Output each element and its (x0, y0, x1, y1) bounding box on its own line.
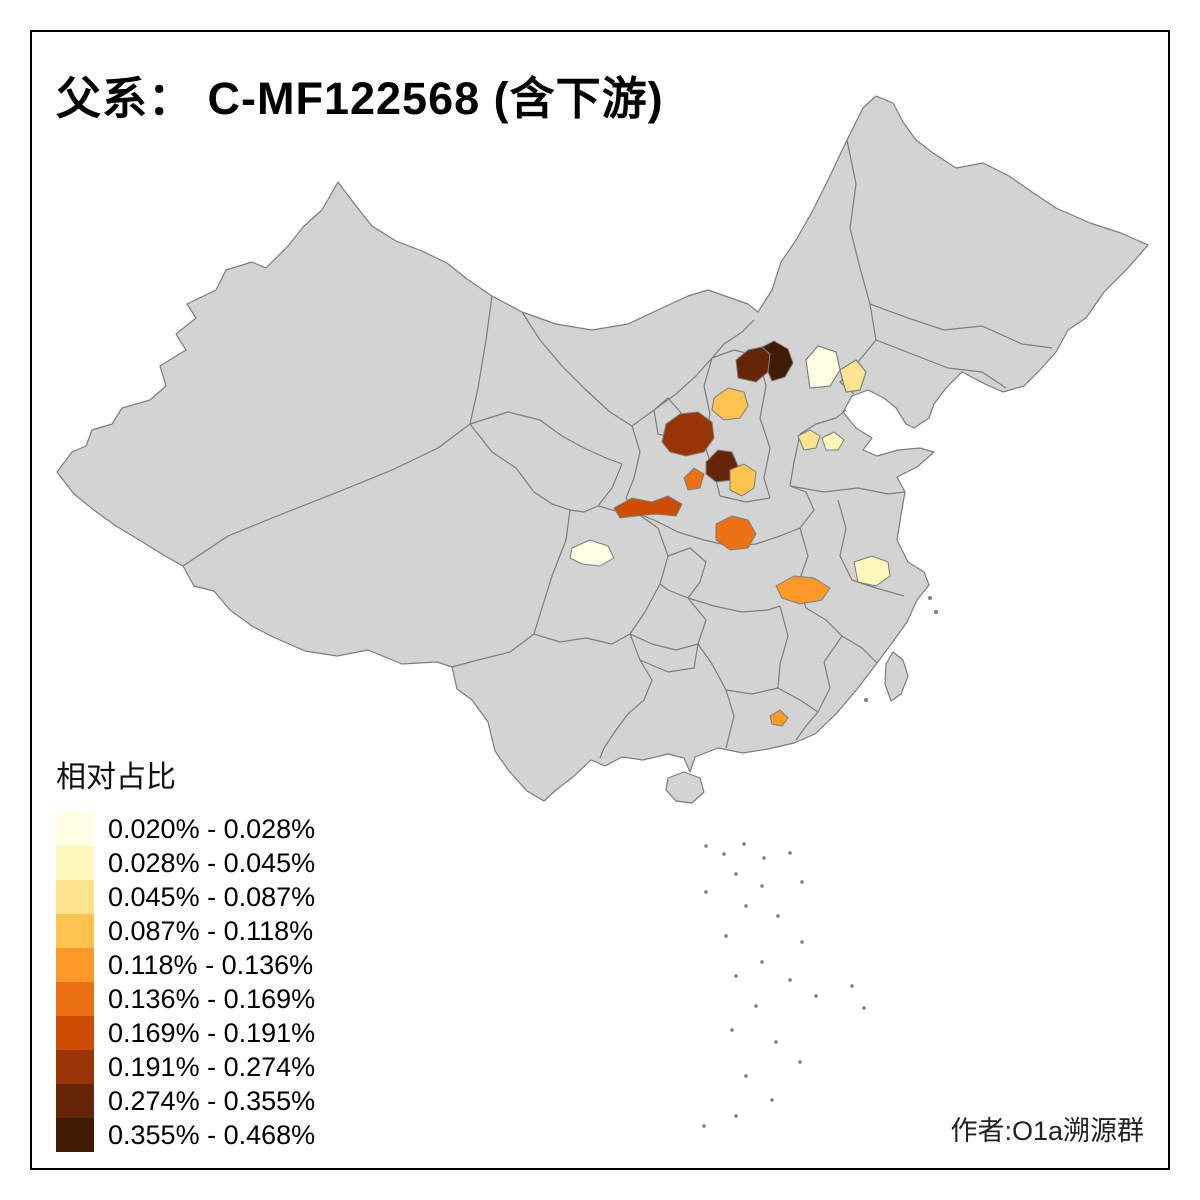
highlight-regions (569, 340, 891, 727)
legend-swatch (56, 948, 94, 982)
legend-swatch (56, 914, 94, 948)
legend-swatch (56, 880, 94, 914)
legend: 相对占比 0.020% - 0.028% 0.028% - 0.045% 0.0… (56, 752, 396, 1152)
legend-label: 0.191% - 0.274% (108, 1051, 316, 1082)
highlight-region-14 (853, 555, 891, 587)
legend-label: 0.028% - 0.045% (108, 847, 316, 878)
legend-label: 0.274% - 0.355% (108, 1085, 316, 1116)
legend-swatch (56, 1016, 94, 1050)
legend-row: 0.274% - 0.355% (56, 1084, 396, 1118)
legend-label: 0.045% - 0.087% (108, 881, 316, 912)
legend-title: 相对占比 (56, 761, 176, 794)
highlight-region-5 (711, 387, 749, 421)
highlight-region-2 (761, 340, 794, 382)
legend-row: 0.028% - 0.045% (56, 846, 396, 880)
highlight-region-12 (797, 429, 821, 451)
highlight-region-10 (613, 495, 683, 519)
legend-swatch (56, 1118, 94, 1152)
legend-row: 0.169% - 0.191% (56, 1016, 396, 1050)
legend-row: 0.118% - 0.136% (56, 948, 396, 982)
highlight-region-4 (839, 359, 867, 393)
legend-label: 0.020% - 0.028% (108, 813, 316, 844)
highlight-region-9 (729, 463, 757, 497)
attribution: 作者:O1a溯源群 (950, 1116, 1144, 1146)
legend-swatch (56, 1050, 94, 1084)
legend-row: 0.355% - 0.468% (56, 1118, 396, 1152)
south-china-sea-islands (702, 596, 938, 1128)
legend-row: 0.020% - 0.028% (56, 812, 396, 846)
highlight-region-15 (775, 575, 831, 605)
highlight-region-16 (569, 539, 615, 567)
page-title: 父系： C-MF122568 (含下游) (56, 73, 664, 124)
legend-row: 0.045% - 0.087% (56, 880, 396, 914)
legend-swatch (56, 982, 94, 1016)
taiwan-island (884, 651, 909, 702)
highlight-region-17 (769, 709, 789, 727)
legend-label: 0.118% - 0.136% (108, 949, 314, 980)
highlight-region-8 (683, 467, 705, 491)
hainan-island (665, 771, 705, 804)
legend-swatch (56, 812, 94, 846)
legend-label: 0.169% - 0.191% (108, 1017, 316, 1048)
highlight-region-13 (821, 431, 845, 451)
legend-label: 0.087% - 0.118% (108, 915, 314, 946)
province-borders (182, 139, 1053, 759)
legend-swatch (56, 1084, 94, 1118)
legend-row: 0.191% - 0.274% (56, 1050, 396, 1084)
legend-swatch (56, 846, 94, 880)
legend-label: 0.355% - 0.468% (108, 1119, 316, 1150)
highlight-region-11 (715, 515, 757, 551)
highlight-region-6 (661, 411, 715, 457)
map-layers (56, 95, 1149, 1128)
china-landmass (56, 95, 1149, 802)
legend-row: 0.087% - 0.118% (56, 914, 396, 948)
legend-row: 0.136% - 0.169% (56, 982, 396, 1016)
legend-label: 0.136% - 0.169% (108, 983, 316, 1014)
